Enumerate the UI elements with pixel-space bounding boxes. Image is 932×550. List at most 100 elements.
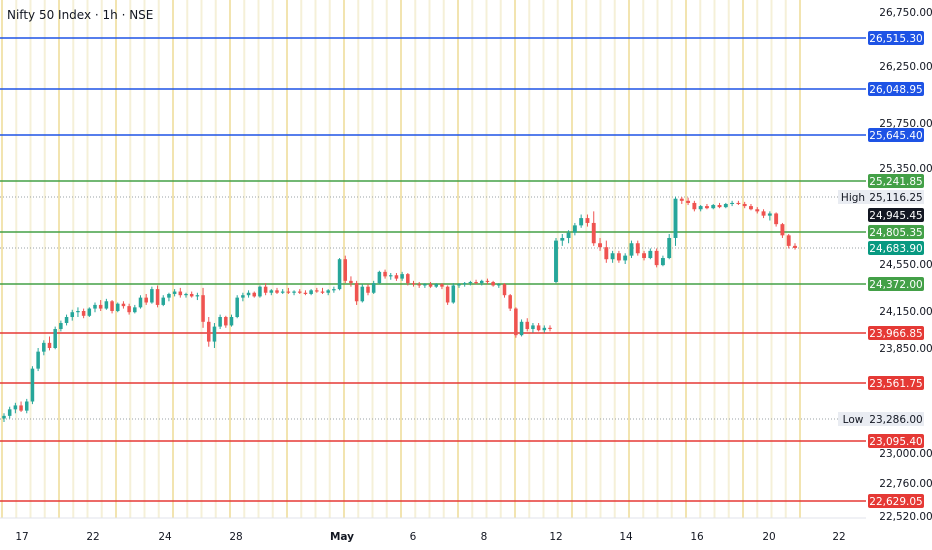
time-tick-label: May <box>330 531 354 543</box>
time-axis[interactable]: 17 22 24 28 May 6 8 12 14 16 20 22 <box>0 517 866 543</box>
candle-body <box>468 281 473 284</box>
candle-body <box>525 321 530 330</box>
candle-body <box>292 291 296 293</box>
vertical-gridlines <box>1 0 801 518</box>
candle-body <box>53 329 57 348</box>
candle-body <box>332 289 336 291</box>
candle-body <box>667 237 672 259</box>
candle-body <box>93 304 97 309</box>
candle-body <box>235 297 239 318</box>
crosshair-price-tag-bg <box>868 208 924 222</box>
candle-body <box>704 206 709 209</box>
low-bg <box>838 412 868 426</box>
time-tick-label: 22 <box>86 531 99 543</box>
candle-body <box>692 202 697 210</box>
candle-body <box>195 295 200 297</box>
candle-body <box>514 308 518 336</box>
candle-body <box>127 306 131 313</box>
candle-body <box>218 317 222 327</box>
time-tick-label: 8 <box>481 531 488 543</box>
level-price-tag-bg <box>868 128 924 142</box>
candle-body <box>315 290 319 292</box>
candle-body <box>343 259 348 281</box>
candle-body <box>497 284 501 286</box>
level-price-tag: 26,048.95 <box>869 84 922 96</box>
candle-body <box>411 283 416 285</box>
candle-body <box>673 198 678 238</box>
horizontal-level-lines <box>0 37 866 502</box>
candle-body <box>337 259 342 290</box>
candle-body <box>263 286 268 293</box>
level-price-tag-bg <box>868 494 924 508</box>
candle-body <box>303 292 308 294</box>
candle-body <box>269 290 274 293</box>
price-tick-label: 24,550.00 <box>879 259 932 271</box>
candle-body <box>138 297 143 308</box>
time-tick-label: 22 <box>832 531 845 543</box>
level-price-tag: 25,241.85 <box>869 176 922 188</box>
candle-body <box>252 292 257 297</box>
candle-body <box>59 323 63 330</box>
price-tick-label: 22,760.00 <box>879 478 932 490</box>
candle-body <box>579 218 584 226</box>
candle-body <box>155 289 160 305</box>
candle-body <box>686 200 691 203</box>
candle-body <box>749 206 753 210</box>
candle-body <box>150 289 154 303</box>
candle-body <box>212 326 217 342</box>
candle-body <box>742 203 747 207</box>
candle-body <box>566 232 571 238</box>
chart-title: Nifty 50 Index · 1h · NSE <box>7 8 153 22</box>
candle-body <box>2 415 6 419</box>
candle-body <box>548 327 552 330</box>
candle-body <box>786 235 791 246</box>
candle-body <box>224 317 228 326</box>
candle-body <box>394 275 399 279</box>
time-tick-label: 24 <box>158 531 172 543</box>
candle-body <box>360 286 365 302</box>
low-value-bg <box>868 412 924 426</box>
time-tick-label: 17 <box>15 531 28 543</box>
candle-body <box>388 275 393 277</box>
candle-body <box>793 245 797 248</box>
level-price-tag-bg <box>868 174 924 188</box>
candle-body <box>767 213 772 216</box>
candle-body <box>383 271 387 277</box>
candle-body <box>13 405 18 410</box>
candle-body <box>711 205 716 209</box>
last-price-tag: 24,683.90 <box>869 243 922 255</box>
candle-body <box>178 291 183 296</box>
candle-body <box>400 274 404 279</box>
candle-body <box>366 286 370 293</box>
candle-body <box>451 285 456 303</box>
level-price-tag: 23,966.85 <box>869 328 922 340</box>
level-price-tag: 26,515.30 <box>869 33 922 45</box>
candle-body <box>572 225 577 233</box>
time-tick-label: 12 <box>549 531 562 543</box>
candle-body <box>161 297 166 305</box>
candle-body <box>206 321 211 342</box>
candle-body <box>536 325 541 331</box>
level-price-tag-bg <box>868 277 924 291</box>
candle-body <box>110 301 114 311</box>
high-bg <box>838 190 868 204</box>
level-price-tag: 24,805.35 <box>869 227 922 239</box>
candle-body <box>761 211 766 216</box>
candle-body <box>286 291 291 293</box>
candle-body <box>241 295 245 298</box>
candle-body <box>47 342 52 348</box>
candle-body <box>280 291 285 293</box>
candle-body <box>24 401 29 411</box>
candle-body <box>229 317 234 326</box>
candle-body <box>730 202 735 204</box>
price-tick-label: 22,520.00 <box>879 511 932 523</box>
candle-body <box>76 311 80 313</box>
candle-body <box>591 222 596 244</box>
level-price-tag-bg <box>868 225 924 239</box>
price-axis[interactable]: 26,750.00 26,250.00 25,750.00 25,350.00 24,5… <box>879 7 932 523</box>
candle-body <box>736 202 741 204</box>
candle-body <box>654 250 659 266</box>
candle-body <box>774 213 779 225</box>
